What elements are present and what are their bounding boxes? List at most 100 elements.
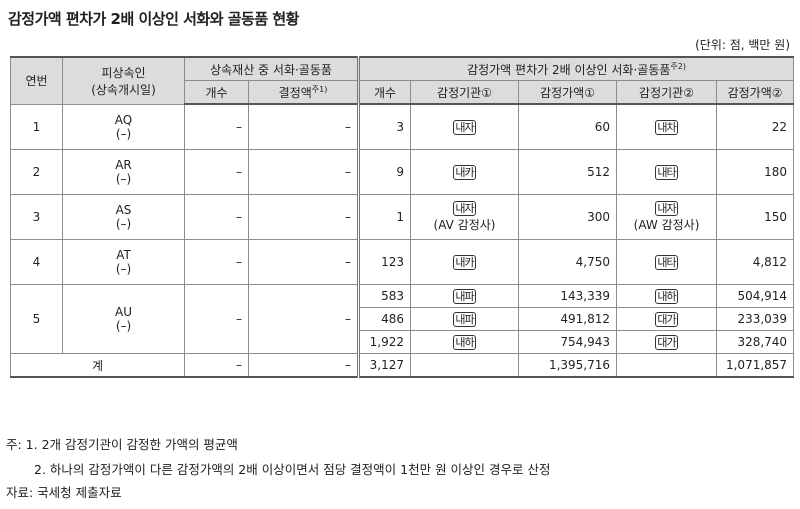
footnote-2: 2. 하나의 감정가액이 다른 감정가액의 2배 이상이면서 점당 결정액이 1… [34,462,551,477]
row-count: – [184,194,249,240]
footnote-1: 주: 1. 2개 감정기관이 감정한 가액의 평균액 [6,437,238,452]
row-count2: 123 [358,239,412,285]
header-decided-sup: 주1) [311,84,328,94]
header-decided-text: 결정액 [278,85,312,100]
page-title: 감정가액 편차가 2배 이상인 서화와 골동품 현황 [8,10,299,28]
agency-badge: 내자 [655,201,678,216]
row-count2: 9 [358,149,412,195]
header-value2: 감정가액② [716,80,795,105]
header-agency1: 감정기관① [410,80,520,105]
row-count2: 1 [358,194,412,240]
row-value2: 22 [716,103,795,150]
decedent-name: AQ [114,112,133,127]
row-agency2: 내차 [616,103,718,150]
row-decedent: AT (–) [62,239,185,285]
agency-badge: 내카 [453,164,476,180]
decedent-name: AU [115,305,132,319]
row-decedent: AQ (–) [62,103,185,150]
row-no: 3 [10,194,63,240]
row-agency2: 대가 [616,330,718,354]
table-row: 4 AT (–) – – 123 내카 4,750 내타 4,812 [10,239,795,285]
agency-badge: 내자 [453,201,476,216]
row-value2: 150 [716,194,795,240]
row-value1: 60 [518,103,618,150]
data-table: 연번 피상속인 (상속개시일) 상속재산 중 서화·골동품 감정가액 편차가 2… [10,56,795,378]
total-count: – [184,353,249,378]
header-group1: 상속재산 중 서화·골동품 [183,56,361,81]
decedent-date: (–) [115,172,132,186]
row-value1: 4,750 [518,239,618,285]
row-value2: 328,740 [716,330,795,354]
table-row: 3 AS (–) – – 1 내자 (AV 감정사) 300 내자 (AW 감정사) … [10,194,795,240]
row-agency1: 내자 (AV 감정사) [410,194,520,240]
header-group2-sup: 주2) [670,61,686,71]
table-row: 486 내파 491,812 대가 233,039 [11,307,795,331]
total-value1: 1,395,716 [518,353,618,378]
agency-badge: 대가 [655,311,678,327]
row-count: – [184,103,249,150]
row-agency1: 내파 [410,284,520,308]
decedent-date: (–) [115,262,132,276]
total-agency2 [616,353,718,378]
row-count2: 486 [358,307,412,331]
total-row: 계 – – 3,127 1,395,716 1,071,857 [10,353,795,378]
header-agency2: 감정기관② [616,80,718,105]
row-count: – [184,239,249,285]
row-agency2: 내타 [616,149,718,195]
row-decided: – [247,284,361,354]
row-agency1: 내카 [410,239,520,285]
row-value2: 233,039 [716,307,795,331]
row-decedent: AU (–) [62,284,185,354]
header-group2: 감정가액 편차가 2배 이상인 서화·골동품주2) [358,56,795,81]
row-no: 1 [10,103,63,150]
header-no: 연번 [10,56,63,105]
total-label: 계 [10,353,185,378]
agency-badge: 내차 [655,119,678,135]
row-value1: 512 [518,149,618,195]
row-count2: 583 [358,284,412,308]
total-value2: 1,071,857 [716,353,795,378]
row-value2: 4,812 [716,239,795,285]
unit-label: (단위: 점, 백만 원) [695,38,790,52]
row-agency2: 대가 [616,307,718,331]
total-decided: – [247,353,361,378]
agency-badge: 내자 [453,119,476,135]
source-note: 자료: 국세청 제출자료 [6,485,122,500]
total-agency1 [410,353,520,378]
decedent-date: (–) [115,126,132,141]
row-value1: 143,339 [518,284,618,308]
row-decided: – [247,103,361,150]
row-decedent: AS (–) [62,194,185,240]
agency-appraiser: (AV 감정사) [433,218,496,232]
agency-badge: 내파 [453,311,476,327]
total-count2: 3,127 [358,353,412,378]
header-decided: 결정액주1) [247,80,361,105]
row-decided: – [247,194,361,240]
header-decedent-line2: (상속개시일) [91,82,156,97]
row-count: – [184,284,249,354]
agency-appraiser: (AW 감정사) [633,218,700,232]
row-count2: 1,922 [358,330,412,354]
row-agency1: 내하 [410,330,520,354]
row-decedent: AR (–) [62,149,185,195]
row-count: – [184,149,249,195]
header-count: 개수 [184,80,249,105]
decedent-name: AT [116,248,131,262]
row-agency1: 내자 [410,103,520,150]
row-agency2: 내자 (AW 감정사) [616,194,718,240]
agency-badge: 내타 [655,164,678,180]
header-count2: 개수 [358,80,412,105]
row-value2: 180 [716,149,795,195]
agency-badge: 내파 [453,288,476,304]
row-agency2: 내타 [616,239,718,285]
agency-badge: 내카 [453,254,476,270]
row-count2: 3 [358,103,412,150]
row-no: 5 [10,284,63,354]
row-agency1: 내카 [410,149,520,195]
row-value1: 491,812 [518,307,618,331]
table-row: 5 AU (–) – – 583 내파 143,339 내하 504,914 [10,284,795,354]
row-value1: 754,943 [518,330,618,354]
row-decided: – [247,149,361,195]
row-decided: – [247,239,361,285]
table-row: 2 AR (–) – – 9 내카 512 내타 180 [10,149,795,195]
